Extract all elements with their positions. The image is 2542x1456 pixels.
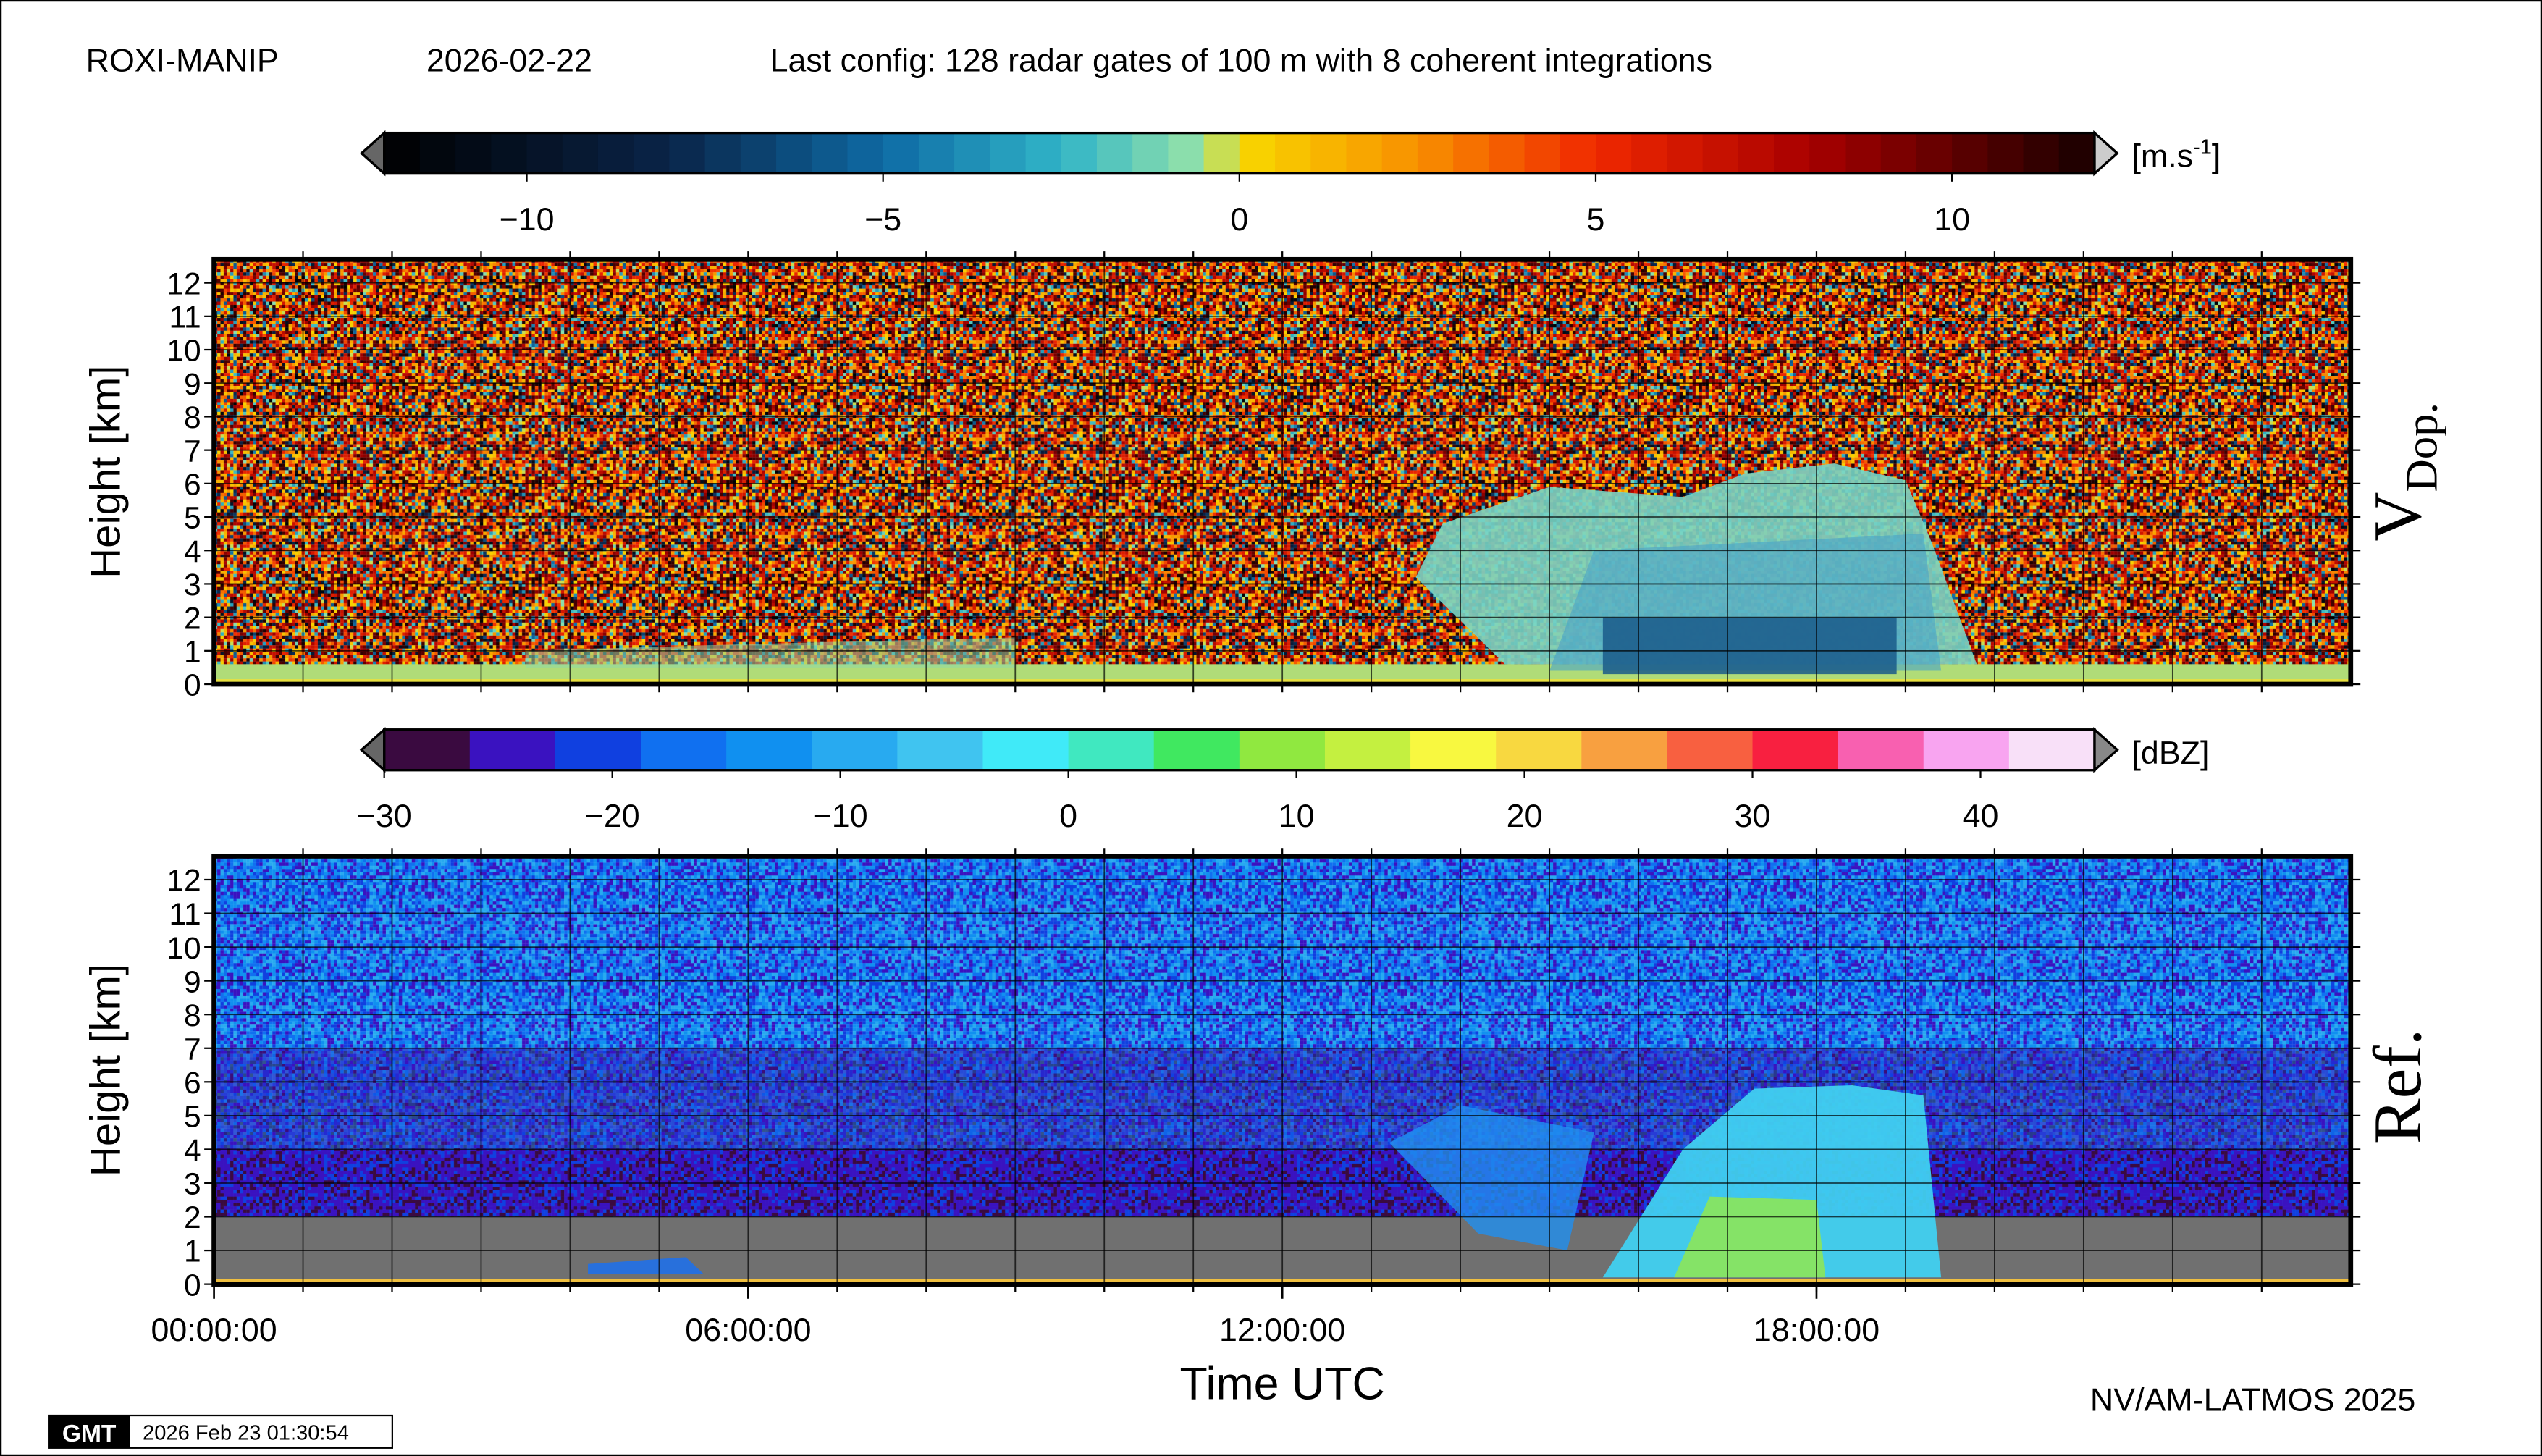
- figure: ROXI-MANIP 2026-02-22 Last config: 128 r…: [0, 0, 2542, 1456]
- page: ROXI-MANIP radar quicklook {"header": {"…: [0, 0, 2542, 1456]
- body: ROXI-MANIP 2026-02-22 Last config: 128 r…: [0, 0, 2542, 1456]
